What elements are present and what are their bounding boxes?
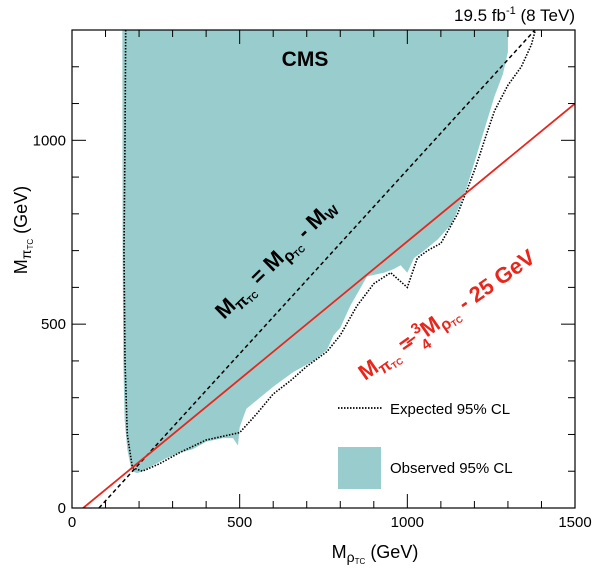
observed-exclusion-area [122, 30, 508, 474]
x-tick-label: 1500 [558, 514, 591, 531]
y-tick-label: 1000 [33, 132, 66, 149]
red-line [82, 102, 575, 508]
x-tick-label: 0 [68, 514, 76, 531]
experiment-label: CMS [282, 48, 329, 71]
fraction-bar [406, 336, 416, 344]
y-tick-label: 0 [58, 500, 66, 517]
lumi-label: 19.5 fb-1 (8 TeV) [454, 5, 575, 25]
diagonal-line [98, 30, 536, 508]
x-tick-label: 500 [227, 514, 252, 531]
legend-expected-label: Expected 95% CL [390, 401, 510, 418]
x-tick-labels: 0 500 1000 1500 [68, 514, 592, 531]
y-tick-label: 500 [41, 316, 66, 333]
y-axis-ticks [72, 29, 575, 509]
expected-limit-curve [123, 30, 537, 473]
x-tick-label: 1000 [391, 514, 424, 531]
legend: Expected 95% CL Observed 95% CL [338, 401, 513, 489]
legend-observed-label: Observed 95% CL [390, 460, 513, 477]
x-axis-label: MρTC (GeV) [332, 542, 419, 566]
y-axis-label: MπTC (GeV) [11, 186, 35, 274]
y-tick-labels: 0 500 1000 [33, 132, 66, 517]
legend-observed-swatch [338, 447, 381, 489]
plot-frame [71, 29, 576, 509]
x-axis-ticks [71, 30, 576, 508]
